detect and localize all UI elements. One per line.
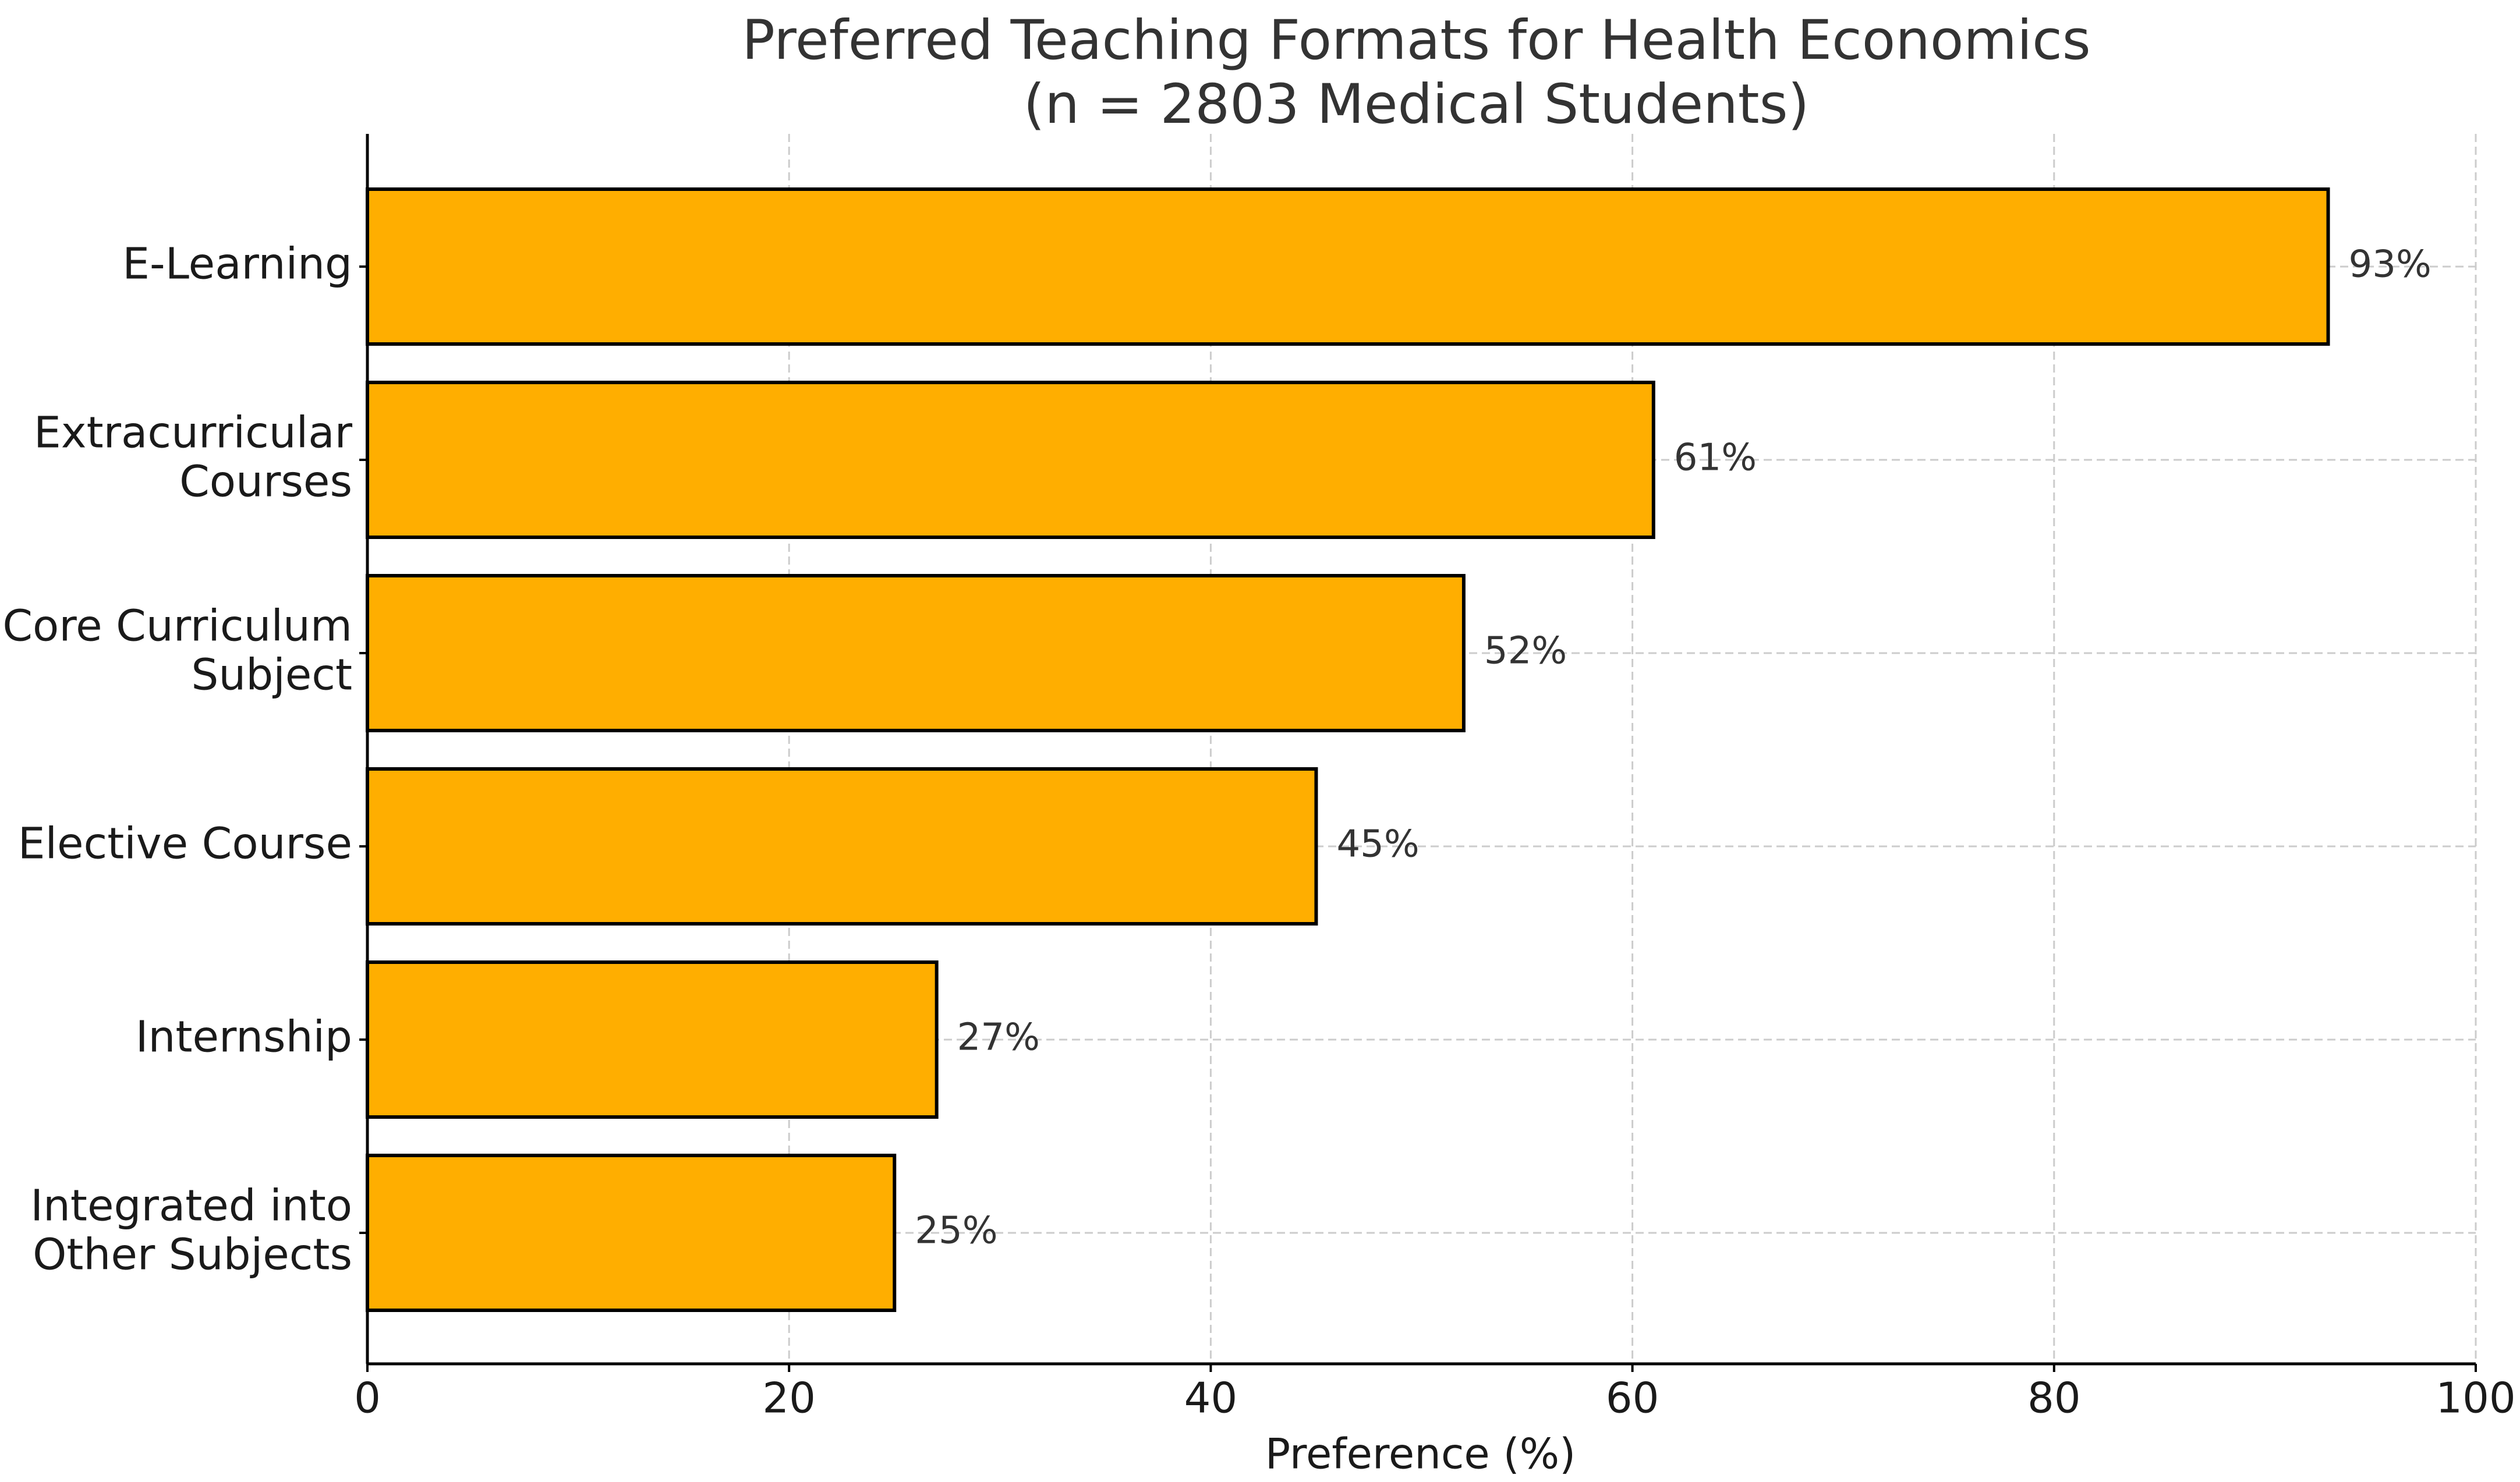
category-label: Subject	[191, 650, 352, 700]
bar-4	[366, 960, 939, 1119]
category-label: Extracurricular	[34, 408, 353, 458]
data-label: 93%	[2349, 243, 2431, 286]
chart-title-line-2: (n = 2803 Medical Students)	[1024, 73, 1810, 136]
data-label: 61%	[1674, 437, 1757, 480]
category-label: Courses	[179, 457, 352, 507]
chart-title-line-1: Preferred Teaching Formats for Health Ec…	[742, 9, 2091, 72]
category-label: Internship	[136, 1012, 352, 1062]
x-tick-label: 40	[1184, 1374, 1238, 1423]
bars	[366, 187, 2330, 1312]
x-tick-label: 80	[2027, 1374, 2081, 1423]
bar-5	[366, 1154, 897, 1312]
bar-3	[366, 767, 1318, 926]
x-axis-title: Preference (%)	[1265, 1430, 1576, 1479]
data-label: 25%	[915, 1210, 997, 1253]
x-tick-label: 100	[2436, 1374, 2515, 1423]
x-tick-label: 0	[354, 1374, 381, 1423]
axes	[359, 134, 2477, 1372]
data-label: 52%	[1484, 630, 1567, 673]
category-label: Other Subjects	[33, 1230, 352, 1280]
x-tick-label: 20	[762, 1374, 816, 1423]
data-label: 27%	[957, 1016, 1040, 1059]
category-label: Core Curriculum	[2, 601, 352, 651]
bar-1	[366, 381, 1655, 539]
category-label: E-Learning	[122, 239, 352, 289]
chart-title: Preferred Teaching Formats for Health Ec…	[742, 9, 2091, 136]
category-label: Elective Course	[18, 819, 352, 869]
bar-2	[366, 574, 1466, 732]
bar-0	[366, 187, 2330, 346]
x-tick-label: 60	[1606, 1374, 1659, 1423]
data-label: 45%	[1336, 823, 1419, 866]
category-label: Integrated into	[30, 1181, 352, 1231]
